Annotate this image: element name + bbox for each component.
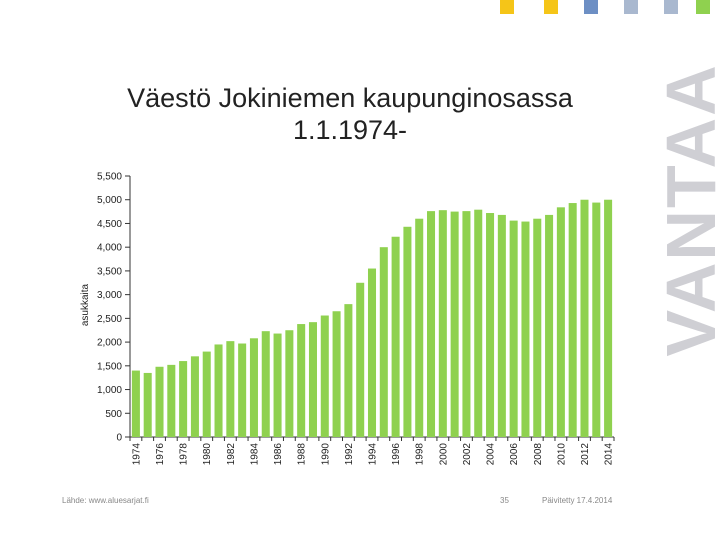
bar-2013 [592,202,601,437]
bar-1979 [190,356,199,437]
bar-2001 [450,211,459,437]
bar-1997 [403,226,412,437]
bar-2003 [474,209,483,437]
bar-1978 [179,361,188,437]
x-tick-label: 2014 [604,443,615,466]
bar-2002 [462,211,471,437]
y-tick-label: 2,500 [97,314,122,325]
slide-title: Väestö Jokiniemen kaupunginosassa 1.1.19… [60,82,640,146]
bar-1991 [332,311,341,437]
x-tick-label: 1974 [131,443,142,466]
page-number: 35 [500,496,509,505]
x-tick-label: 1992 [344,443,355,466]
brand-square [584,0,598,14]
bar-1989 [308,322,317,437]
brand-color-squares [500,0,710,14]
y-tick-label: 1,500 [97,361,122,372]
bar-1994 [367,268,377,437]
bar-1996 [391,236,400,437]
bar-1982 [226,341,235,437]
y-tick-label: 3,500 [97,266,122,277]
bar-2007 [521,221,530,437]
bar-2005 [497,214,506,437]
y-tick-label: 4,000 [97,243,122,254]
x-tick-label: 1982 [226,443,237,466]
updated-date: Päivitetty 17.4.2014 [542,496,613,505]
bar-1986 [273,333,282,437]
x-tick-label: 1998 [415,443,426,466]
x-tick-label: 2004 [486,443,497,466]
slide-title-line1: Väestö Jokiniemen kaupunginosassa [127,83,573,113]
bar-2004 [486,213,495,437]
bar-1977 [167,364,176,437]
y-tick-label: 3,000 [97,290,122,301]
bar-2006 [509,220,518,437]
x-tick-label: 2008 [533,443,544,466]
y-tick-label: 500 [105,409,122,420]
bar-1995 [379,247,388,437]
brand-square [624,0,638,14]
bar-1984 [249,338,258,437]
bar-1985 [261,331,270,437]
bar-1974 [131,370,140,437]
y-tick-label: 2,000 [97,338,122,349]
bar-1990 [320,315,329,437]
x-tick-label: 1994 [368,443,379,466]
source-note: Lähde: www.aluesarjat.fi [62,496,149,505]
x-tick-label: 2002 [462,443,473,466]
bar-1998 [415,218,424,437]
x-tick-label: 1978 [179,443,190,466]
bar-2014 [604,199,613,437]
bar-2012 [580,199,589,437]
y-tick-label: 5,500 [97,172,122,183]
x-tick-label: 2010 [556,443,567,466]
x-tick-label: 2012 [580,443,591,466]
x-tick-label: 1990 [320,443,331,466]
x-tick-label: 2006 [509,443,520,466]
bar-1987 [285,330,294,437]
brand-square [664,0,678,14]
bar-2008 [533,218,542,437]
x-tick-label: 1976 [155,443,166,466]
bar-1988 [297,324,306,437]
y-axis-label: asukkaita [80,283,91,326]
bar-1976 [155,366,164,437]
brand-square [500,0,514,14]
bar-1981 [214,344,223,437]
bar-1983 [238,343,247,437]
x-tick-label: 1984 [249,443,260,466]
brand-square [544,0,558,14]
bar-1993 [356,282,365,437]
bar-1992 [344,304,353,437]
x-tick-label: 1980 [202,443,213,466]
x-tick-label: 1988 [297,443,308,466]
bar-1999 [427,211,436,437]
bar-2011 [568,203,577,437]
y-tick-label: 0 [116,433,122,444]
slide-title-line2: 1.1.1974- [292,115,408,145]
x-tick-label: 2000 [438,443,449,466]
bar-2009 [545,214,554,437]
x-tick-label: 1996 [391,443,402,466]
y-tick-label: 1,000 [97,385,122,396]
brand-square [696,0,710,14]
bar-2000 [438,210,447,437]
bar-1980 [202,351,211,437]
bar-1975 [143,372,152,437]
x-tick-label: 1986 [273,443,284,466]
bar-2010 [556,207,565,437]
y-tick-label: 4,500 [97,219,122,230]
y-tick-label: 5,000 [97,195,122,206]
